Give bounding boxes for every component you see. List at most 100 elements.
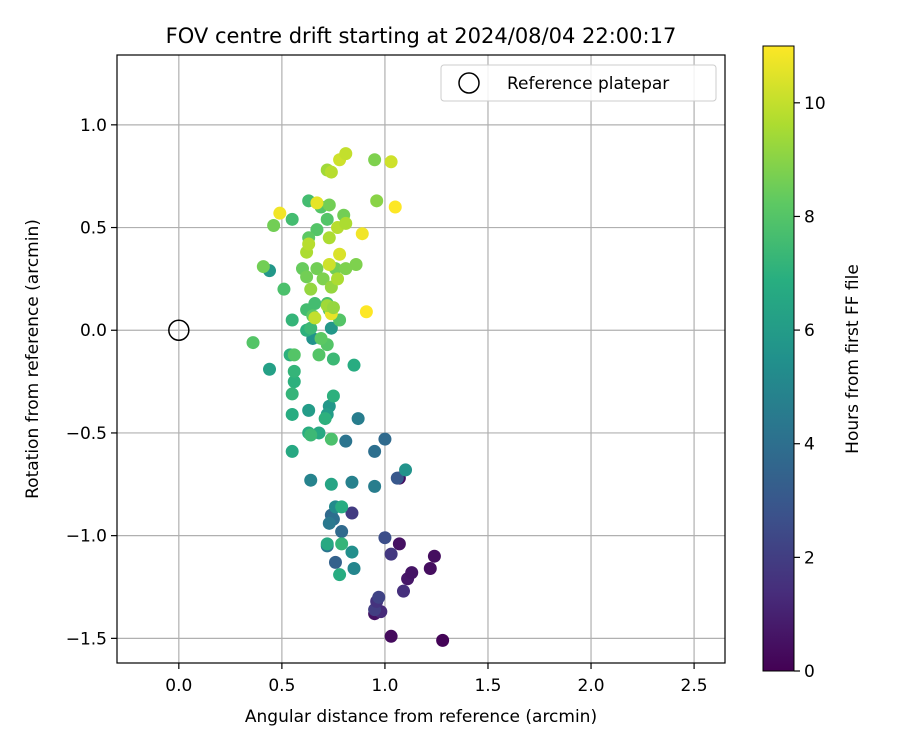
data-point bbox=[339, 147, 353, 161]
colorbar-tick-label: 8 bbox=[804, 207, 815, 227]
data-point bbox=[285, 407, 299, 421]
data-point bbox=[349, 258, 363, 272]
data-point bbox=[335, 525, 349, 539]
data-point bbox=[302, 237, 316, 251]
data-point bbox=[324, 477, 338, 491]
scatter-points bbox=[246, 147, 450, 647]
data-point bbox=[384, 547, 398, 561]
data-point bbox=[351, 412, 365, 426]
data-point bbox=[339, 216, 353, 230]
grid bbox=[117, 55, 725, 663]
data-point bbox=[436, 633, 450, 647]
data-point bbox=[287, 375, 301, 389]
data-point bbox=[355, 227, 369, 241]
x-tick-label: 2.5 bbox=[681, 676, 708, 696]
y-tick-label: 0.0 bbox=[80, 321, 107, 341]
x-axis-ticks: 0.0 0.5 1.0 1.5 2.0 2.5 bbox=[165, 663, 708, 696]
x-tick-label: 1.5 bbox=[474, 676, 501, 696]
data-point bbox=[339, 434, 353, 448]
data-point bbox=[285, 313, 299, 327]
x-tick-label: 0.5 bbox=[268, 676, 295, 696]
data-point bbox=[390, 471, 404, 485]
x-tick-label: 1.0 bbox=[371, 676, 398, 696]
y-tick-label: −1.0 bbox=[66, 527, 107, 547]
data-point bbox=[368, 444, 382, 458]
colorbar-tick-label: 4 bbox=[804, 435, 815, 455]
data-point bbox=[339, 262, 353, 276]
data-point bbox=[285, 387, 299, 401]
y-axis-label: Rotation from reference (arcmin) bbox=[23, 219, 43, 499]
data-point bbox=[273, 206, 287, 220]
data-point bbox=[308, 311, 322, 325]
y-tick-label: −0.5 bbox=[66, 424, 107, 444]
data-point bbox=[335, 537, 349, 551]
data-point bbox=[368, 479, 382, 493]
data-point bbox=[347, 358, 361, 372]
data-point bbox=[285, 212, 299, 226]
data-point bbox=[246, 336, 260, 350]
data-point bbox=[326, 301, 340, 315]
data-point bbox=[302, 403, 316, 417]
data-point bbox=[333, 247, 347, 261]
data-point bbox=[331, 272, 345, 286]
data-point bbox=[304, 473, 318, 487]
plot-frame bbox=[116, 54, 726, 664]
data-point bbox=[324, 432, 338, 446]
data-point bbox=[277, 282, 291, 296]
data-point bbox=[304, 428, 318, 442]
legend-entry: Reference platepar bbox=[507, 74, 669, 94]
data-point bbox=[322, 231, 336, 245]
data-point bbox=[345, 506, 359, 520]
data-point bbox=[287, 348, 301, 362]
legend-marker-icon bbox=[458, 72, 480, 94]
data-point bbox=[345, 545, 359, 559]
data-point bbox=[300, 270, 314, 284]
colorbar bbox=[762, 45, 795, 672]
data-point bbox=[384, 155, 398, 169]
colorbar-tick-label: 10 bbox=[804, 94, 826, 114]
y-tick-label: −1.5 bbox=[66, 629, 107, 649]
legend: Reference platepar bbox=[440, 64, 717, 102]
data-point bbox=[399, 463, 413, 477]
data-point bbox=[370, 194, 384, 208]
data-point bbox=[423, 562, 437, 576]
data-point bbox=[326, 389, 340, 403]
data-point bbox=[427, 549, 441, 563]
data-point bbox=[267, 218, 281, 232]
data-point bbox=[396, 584, 410, 598]
data-point bbox=[320, 212, 334, 226]
data-point bbox=[392, 537, 406, 551]
data-point bbox=[318, 412, 332, 426]
colorbar-tick-label: 0 bbox=[804, 662, 815, 682]
data-point bbox=[310, 196, 324, 210]
data-point bbox=[384, 629, 398, 643]
data-point bbox=[388, 200, 402, 214]
x-tick-label: 0.0 bbox=[165, 676, 192, 696]
data-point bbox=[335, 500, 349, 514]
data-point bbox=[326, 352, 340, 366]
data-point bbox=[310, 262, 324, 276]
data-point bbox=[405, 566, 419, 580]
data-point bbox=[304, 282, 318, 296]
y-axis-ticks: −1.5 −1.0 −0.5 0.0 0.5 1.0 bbox=[66, 116, 117, 649]
data-point bbox=[287, 364, 301, 378]
chart-title: FOV centre drift starting at 2024/08/04 … bbox=[166, 24, 677, 48]
data-point bbox=[372, 590, 386, 604]
data-point bbox=[322, 198, 336, 212]
data-point bbox=[304, 321, 318, 335]
colorbar-tick-label: 2 bbox=[804, 548, 815, 568]
x-tick-label: 2.0 bbox=[578, 676, 605, 696]
colorbar-ticks: 0 2 4 6 8 10 bbox=[794, 94, 826, 682]
data-point bbox=[316, 272, 330, 286]
data-point bbox=[333, 568, 347, 582]
data-point bbox=[322, 516, 336, 530]
x-axis-label: Angular distance from reference (arcmin) bbox=[245, 707, 597, 727]
data-point bbox=[368, 153, 382, 167]
data-point bbox=[312, 348, 326, 362]
data-point bbox=[314, 331, 328, 345]
data-point bbox=[347, 562, 361, 576]
colorbar-label: Hours from first FF file bbox=[843, 264, 863, 454]
reference-marker bbox=[168, 319, 190, 341]
